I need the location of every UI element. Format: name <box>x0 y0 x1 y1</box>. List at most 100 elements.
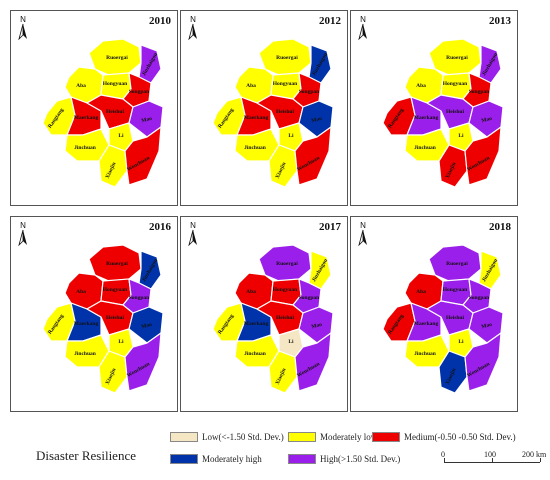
district-label-heishui: Heishui <box>106 109 125 115</box>
district-label-heishui: Heishui <box>276 315 295 321</box>
district-label-aba: Aba <box>76 289 86 295</box>
district-label-heishui: Heishui <box>446 315 465 321</box>
district-wenchuan <box>124 332 162 392</box>
district-label-jinchuan: Jinchuan <box>414 145 436 151</box>
map-panel-2017: Ruoergai Jiuzhaigou Aba Hongyuan Songpan Rang… <box>180 216 348 412</box>
year-label: 2016 <box>149 221 171 233</box>
legend-swatch-medium <box>372 432 400 442</box>
legend-swatch-high <box>288 454 316 464</box>
legend-item-medium: Medium(-0.50 -0.50 Std. Dev.) <box>372 432 516 442</box>
district-label-mao: Mao <box>141 116 153 125</box>
year-label: 2012 <box>319 15 341 27</box>
district-label-songpan: Songpan <box>469 295 490 301</box>
district-label-maerkang: Maerkang <box>74 321 99 327</box>
district-label-mao: Mao <box>481 322 493 331</box>
legend-item-moderately-high: Moderately high <box>170 454 262 464</box>
map-panel-2012: Ruoergai Jiuzhaigou Aba Hongyuan Songpan Rang… <box>180 10 348 206</box>
scale-line <box>444 462 540 463</box>
north-arrow-icon: N <box>356 14 370 40</box>
legend-label-low: Low(<-1.50 Std. Dev.) <box>202 432 284 442</box>
map-panel-2013: Ruoergai Jiuzhaigou Aba Hongyuan Songpan Rang… <box>350 10 518 206</box>
district-label-ruoergai: Ruoergai <box>106 261 128 267</box>
legend-label-medium: Medium(-0.50 -0.50 Std. Dev.) <box>404 432 516 442</box>
district-wenchuan <box>464 126 502 186</box>
district-wenchuan <box>294 126 332 186</box>
legend-item-high: High(>1.50 Std. Dev.) <box>288 454 400 464</box>
legend-label-high: High(>1.50 Std. Dev.) <box>320 454 401 464</box>
district-wenchuan <box>464 332 502 392</box>
district-label-ruoergai: Ruoergai <box>276 261 298 267</box>
district-label-jinchuan: Jinchuan <box>414 351 436 357</box>
district-wenchuan <box>124 126 162 186</box>
legend-swatch-moderately-low <box>288 432 316 442</box>
svg-text:N: N <box>360 15 366 24</box>
district-label-hongyuan: Hongyuan <box>103 81 127 87</box>
svg-text:N: N <box>20 221 26 230</box>
district-label-mao: Mao <box>311 116 323 125</box>
district-label-heishui: Heishui <box>276 109 295 115</box>
north-arrow-icon: N <box>16 220 30 246</box>
map-panel-2016: Ruoergai Jiuzhaigou Aba Hongyuan Songpan Rang… <box>10 216 178 412</box>
year-label: 2013 <box>489 15 511 27</box>
district-label-ruoergai: Ruoergai <box>446 55 468 61</box>
legend: Disaster Resilience Low(<-1.50 Std. Dev.… <box>20 432 546 476</box>
district-label-mao: Mao <box>141 322 153 331</box>
district-label-maerkang: Maerkang <box>414 115 439 121</box>
district-label-maerkang: Maerkang <box>74 115 99 121</box>
district-label-li: Li <box>458 133 464 139</box>
district-label-aba: Aba <box>246 83 256 89</box>
district-label-heishui: Heishui <box>106 315 125 321</box>
legend-item-low: Low(<-1.50 Std. Dev.) <box>170 432 284 442</box>
district-label-li: Li <box>288 133 294 139</box>
svg-text:N: N <box>360 221 366 230</box>
district-label-mao: Mao <box>481 116 493 125</box>
district-label-jinchuan: Jinchuan <box>74 351 96 357</box>
district-label-ruoergai: Ruoergai <box>106 55 128 61</box>
legend-swatch-moderately-high <box>170 454 198 464</box>
svg-text:N: N <box>190 221 196 230</box>
district-label-li: Li <box>118 339 124 345</box>
district-label-heishui: Heishui <box>446 109 465 115</box>
scale-label-100: 100 <box>484 450 496 459</box>
district-label-ruoergai: Ruoergai <box>446 261 468 267</box>
scale-label-200: 200 km <box>522 450 547 459</box>
scale-tick-2 <box>540 458 541 462</box>
map-panel-2018: Ruoergai Jiuzhaigou Aba Hongyuan Songpan Rang… <box>350 216 518 412</box>
district-label-songpan: Songpan <box>129 295 150 301</box>
district-label-maerkang: Maerkang <box>244 321 269 327</box>
svg-text:N: N <box>20 15 26 24</box>
north-arrow-icon: N <box>186 220 200 246</box>
district-label-aba: Aba <box>76 83 86 89</box>
scale-tick-0 <box>444 458 445 462</box>
district-label-li: Li <box>288 339 294 345</box>
district-label-aba: Aba <box>246 289 256 295</box>
district-label-ruoergai: Ruoergai <box>276 55 298 61</box>
scale-tick-1 <box>492 458 493 462</box>
district-label-mao: Mao <box>311 322 323 331</box>
district-label-jinchuan: Jinchuan <box>244 145 266 151</box>
district-label-jinchuan: Jinchuan <box>74 145 96 151</box>
svg-text:N: N <box>190 15 196 24</box>
scale-label-0: 0 <box>441 450 445 459</box>
legend-title: Disaster Resilience <box>36 448 136 463</box>
north-arrow-icon: N <box>356 220 370 246</box>
legend-label-moderately-low: Moderately low <box>320 432 378 442</box>
district-label-hongyuan: Hongyuan <box>273 287 297 293</box>
legend-swatch-low <box>170 432 198 442</box>
district-label-maerkang: Maerkang <box>414 321 439 327</box>
north-arrow-icon: N <box>16 14 30 40</box>
district-label-maerkang: Maerkang <box>244 115 269 121</box>
year-label: 2010 <box>149 15 171 27</box>
district-label-songpan: Songpan <box>299 295 320 301</box>
district-label-hongyuan: Hongyuan <box>443 287 467 293</box>
district-label-aba: Aba <box>416 83 426 89</box>
district-label-hongyuan: Hongyuan <box>103 287 127 293</box>
legend-label-moderately-high: Moderately high <box>202 454 262 464</box>
district-label-songpan: Songpan <box>299 89 320 95</box>
